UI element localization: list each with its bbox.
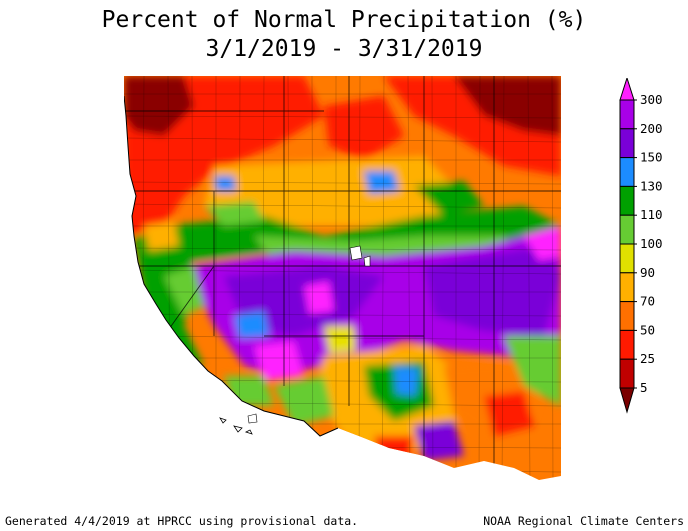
legend-label: 300 xyxy=(640,92,663,107)
legend-swatch xyxy=(619,99,635,130)
legend-swatch xyxy=(619,128,635,159)
county-line xyxy=(501,76,505,480)
legend-label: 25 xyxy=(640,351,655,366)
legend-swatch xyxy=(619,329,635,360)
lake xyxy=(247,413,258,424)
county-line xyxy=(431,76,434,480)
island xyxy=(219,417,227,424)
county-line xyxy=(124,137,561,143)
map-subtitle: 3/1/2019 - 3/31/2019 xyxy=(205,36,483,62)
map-svg xyxy=(124,76,561,480)
legend-label: 5 xyxy=(640,380,648,395)
source-credit: NOAA Regional Climate Centers xyxy=(483,514,684,528)
legend-swatch xyxy=(619,243,635,274)
legend-arrow-bottom xyxy=(619,387,635,414)
legend-label: 100 xyxy=(640,236,663,251)
county-line xyxy=(124,203,561,209)
county-line xyxy=(124,335,561,341)
county-line xyxy=(124,269,561,275)
county-line xyxy=(358,76,361,480)
county-line xyxy=(551,76,554,480)
county-boundaries xyxy=(124,76,561,480)
county-line xyxy=(124,313,561,317)
legend-swatch xyxy=(619,301,635,331)
island xyxy=(233,425,243,433)
county-line xyxy=(381,76,385,480)
legend-label: 110 xyxy=(640,207,663,222)
legend-svg: 300 200 150 130 110 100 90 70 50 25 5 xyxy=(619,76,663,414)
map-title: Percent of Normal Precipitation (%) xyxy=(101,7,587,33)
county-line xyxy=(407,76,411,480)
precip-field xyxy=(124,76,561,480)
county-line xyxy=(124,115,561,119)
legend-swatch xyxy=(619,185,635,216)
legend-label: 70 xyxy=(640,294,655,309)
legend-label: 200 xyxy=(640,121,663,136)
legend-label: 150 xyxy=(640,150,663,165)
county-line xyxy=(287,76,291,480)
legend-swatch xyxy=(619,214,635,245)
color-legend: 300 200 150 130 110 100 90 70 50 25 5 xyxy=(613,76,688,458)
island xyxy=(244,429,253,435)
precipitation-map xyxy=(124,76,561,484)
legend-arrow-top xyxy=(619,76,635,101)
legend-swatch xyxy=(619,157,635,187)
legend-label: 130 xyxy=(640,178,663,193)
county-line xyxy=(124,467,561,473)
coastline xyxy=(124,95,339,437)
county-line xyxy=(478,76,481,480)
legend-swatch xyxy=(619,272,635,303)
legend-swatch xyxy=(619,358,635,389)
county-line xyxy=(527,76,531,480)
generation-note: Generated 4/4/2019 at HPRCC using provis… xyxy=(5,514,359,528)
state-boundaries xyxy=(124,76,561,466)
county-line xyxy=(124,247,561,251)
lake xyxy=(363,255,371,267)
county-line xyxy=(311,76,314,480)
legend-label: 50 xyxy=(640,322,655,337)
lake xyxy=(349,245,363,261)
county-line xyxy=(124,181,561,185)
legend-label: 90 xyxy=(640,265,655,280)
